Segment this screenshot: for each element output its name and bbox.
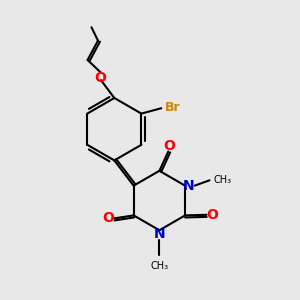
Text: O: O — [163, 139, 175, 153]
Text: N: N — [182, 179, 194, 193]
Text: O: O — [206, 208, 218, 222]
Text: CH₃: CH₃ — [214, 175, 232, 185]
Text: O: O — [94, 71, 106, 85]
Text: O: O — [103, 212, 114, 225]
Text: N: N — [154, 227, 165, 241]
Text: CH₃: CH₃ — [150, 261, 169, 271]
Text: Br: Br — [165, 101, 181, 114]
